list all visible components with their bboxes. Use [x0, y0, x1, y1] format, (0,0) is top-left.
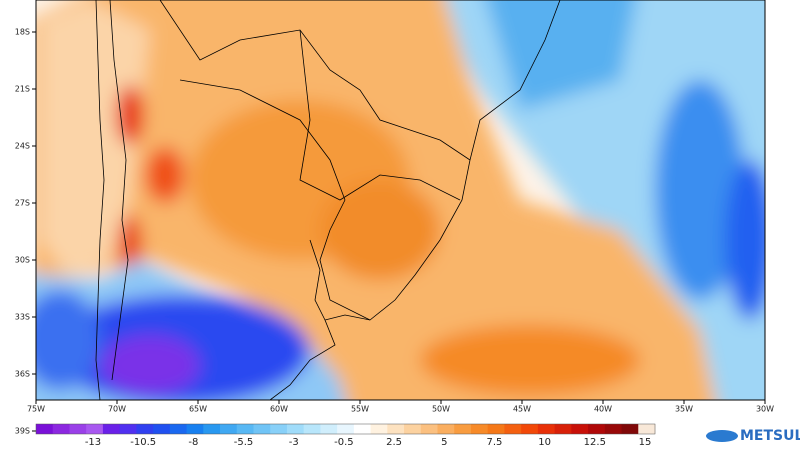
colorbar-swatch — [554, 424, 572, 434]
colorbar-swatch — [220, 424, 238, 434]
colorbar-swatch — [320, 424, 338, 434]
colorbar: -13 -10.5 -8 -5.5 -3 -0.5 2.5 5 7.5 10 12.5 15 — [35, 423, 656, 448]
colorbar-swatch — [153, 424, 171, 434]
colorbar-swatch — [52, 424, 70, 434]
lon-label: 50W — [432, 405, 450, 414]
lat-label: 24S — [15, 142, 30, 151]
colorbar-swatch — [69, 424, 87, 434]
colorbar-label: 12.5 — [584, 437, 606, 448]
colorbar-swatch — [102, 424, 121, 434]
colorbar-swatch — [286, 424, 305, 434]
colorbar-swatch — [203, 424, 221, 434]
lon-label: 75W — [27, 405, 45, 414]
lat-label: 21S — [15, 85, 30, 94]
colorbar-label: -8 — [188, 437, 198, 448]
lon-label: 65W — [189, 405, 207, 414]
colorbar-swatch — [387, 424, 405, 434]
colorbar-frame — [35, 423, 656, 435]
plot-frame — [35, 0, 766, 401]
colorbar-swatch — [487, 424, 505, 434]
lat-label: 18S — [15, 28, 30, 37]
colorbar-swatch — [571, 424, 589, 434]
logo-icon — [706, 430, 738, 442]
lon-label: 40W — [594, 405, 612, 414]
colorbar-label: 7.5 — [487, 437, 503, 448]
colorbar-swatch — [604, 424, 623, 434]
colorbar-swatch — [253, 424, 271, 434]
colorbar-swatch — [470, 424, 489, 434]
colorbar-swatch — [537, 424, 556, 434]
lon-label: 60W — [270, 405, 288, 414]
colorbar-swatch — [420, 424, 439, 434]
colorbar-swatch — [621, 424, 639, 434]
colorbar-swatch — [404, 424, 422, 434]
colorbar-swatch — [86, 424, 104, 434]
colorbar-swatch — [370, 424, 388, 434]
colorbar-label: 15 — [639, 437, 652, 448]
colorbar-swatch — [504, 424, 522, 434]
lat-label: 33S — [15, 313, 30, 322]
logo-text: METSUL — [740, 428, 800, 444]
colorbar-label: -3 — [289, 437, 299, 448]
lon-label: 70W — [108, 405, 126, 414]
colorbar-label: 10 — [538, 437, 551, 448]
colorbar-swatch — [521, 424, 539, 434]
lon-label: 35W — [675, 405, 693, 414]
colorbar-swatch — [270, 424, 288, 434]
colorbar-swatch — [353, 424, 372, 434]
lat-label: 36S — [15, 370, 30, 379]
lat-label: 27S — [15, 199, 30, 208]
colorbar-swatch — [236, 424, 254, 434]
colorbar-swatch — [119, 424, 137, 434]
lon-label: 55W — [351, 405, 369, 414]
borders — [95, 0, 561, 400]
colorbar-swatch — [638, 424, 656, 434]
colorbar-swatch — [186, 424, 204, 434]
lat-label: 30S — [15, 256, 30, 265]
colorbar-swatch — [36, 424, 54, 434]
colorbar-label: 5 — [441, 437, 447, 448]
colorbar-label: 2.5 — [386, 437, 402, 448]
lat-label: 39S — [15, 427, 30, 436]
colorbar-swatch — [588, 424, 606, 434]
lon-label: 30W — [756, 405, 774, 414]
colorbar-label: -10.5 — [130, 437, 156, 448]
axes: 18S 21S 24S 27S 30S 33S 36S 39S 75W 70W 65W 60W 55W 5… — [15, 28, 774, 436]
colorbar-swatch — [454, 424, 472, 434]
colorbar-label: -0.5 — [334, 437, 354, 448]
logo: METSUL — [706, 428, 800, 444]
colorbar-swatch — [437, 424, 455, 434]
colorbar-swatch — [136, 424, 154, 434]
colorbar-swatch — [303, 424, 321, 434]
colorbar-swatch — [169, 424, 188, 434]
colorbar-label: -13 — [85, 437, 101, 448]
anomaly-field — [36, 0, 765, 400]
lon-label: 45W — [513, 405, 531, 414]
colorbar-label: -5.5 — [234, 437, 254, 448]
colorbar-swatch — [337, 424, 355, 434]
